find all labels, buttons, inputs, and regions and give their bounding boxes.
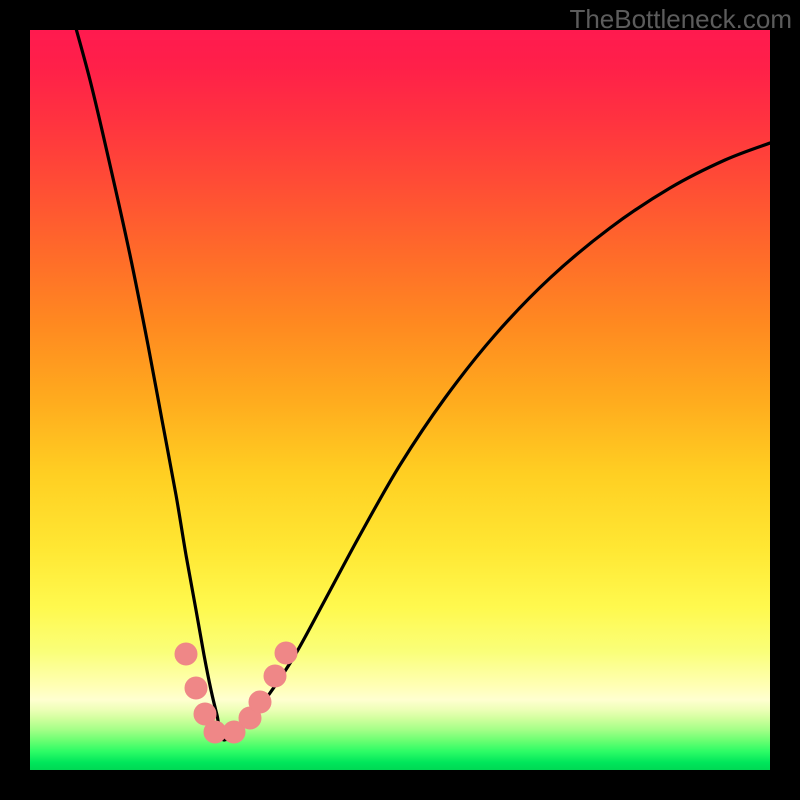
curve-marker bbox=[175, 643, 197, 665]
curve-marker bbox=[185, 677, 207, 699]
curve-marker bbox=[264, 665, 286, 687]
bottleneck-curve bbox=[68, 30, 770, 740]
chart-outer-frame bbox=[30, 30, 770, 770]
marker-group bbox=[175, 642, 297, 743]
curve-marker bbox=[275, 642, 297, 664]
curve-marker bbox=[249, 691, 271, 713]
watermark-text: TheBottleneck.com bbox=[569, 4, 792, 35]
chart-svg-layer bbox=[30, 30, 770, 770]
